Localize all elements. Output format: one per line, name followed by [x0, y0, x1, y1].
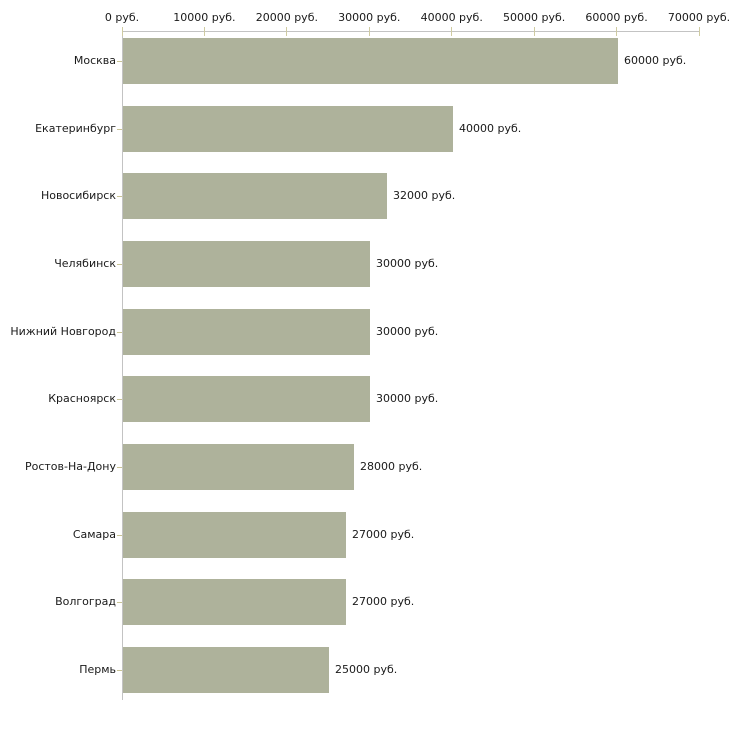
bar [123, 647, 329, 694]
category-tick [117, 670, 122, 672]
x-axis-tick [286, 27, 288, 36]
category-tick [117, 196, 122, 198]
x-axis-tick-label: 10000 руб. [173, 11, 236, 24]
category-tick [117, 331, 122, 333]
category-label: Ростов-На-Дону [24, 460, 116, 474]
category-label: Екатеринбург [35, 121, 116, 135]
bar [123, 308, 370, 355]
bar [123, 38, 618, 84]
category-tick [117, 534, 122, 536]
category-tick [117, 602, 122, 604]
bar-value-label: 32000 руб. [393, 189, 456, 203]
category-label: Челябинск [54, 257, 116, 270]
category-label: Нижний Новгород [10, 324, 116, 338]
bar [123, 105, 453, 152]
category-tick [117, 61, 122, 62]
bar [123, 241, 370, 287]
bar [123, 579, 346, 626]
bar-value-label: 40000 руб. [459, 121, 522, 135]
x-axis-line [122, 31, 700, 32]
x-axis-tick-label: 30000 руб. [338, 11, 401, 24]
category-tick [117, 399, 122, 401]
category-tick [117, 264, 122, 265]
bar [123, 376, 370, 423]
x-axis-tick-label: 40000 руб. [420, 11, 483, 24]
x-axis-tick [368, 27, 370, 36]
bar [123, 173, 387, 220]
category-label: Новосибирск [40, 189, 116, 203]
x-axis-tick-label: 50000 руб. [503, 11, 566, 24]
category-label: Волгоград [55, 595, 116, 609]
x-axis-tick [451, 27, 453, 36]
category-label: Самара [72, 527, 116, 541]
category-tick [117, 128, 122, 130]
category-label: Москва [73, 54, 116, 67]
category-label: Красноярск [48, 392, 116, 406]
bar [123, 444, 354, 491]
bar-value-label: 25000 руб. [335, 663, 398, 677]
category-tick [117, 467, 122, 469]
x-axis-tick-label: 70000 руб. [667, 11, 730, 24]
x-axis-tick [121, 27, 123, 36]
bar-value-label: 30000 руб. [376, 257, 439, 270]
x-axis-tick [203, 27, 205, 36]
bar-value-label: 60000 руб. [624, 54, 687, 67]
bar-value-label: 27000 руб. [352, 595, 415, 609]
bar-value-label: 27000 руб. [352, 527, 415, 541]
x-axis-tick-label: 60000 руб. [585, 11, 648, 24]
bar-value-label: 28000 руб. [360, 460, 423, 474]
x-axis-tick [616, 27, 618, 36]
x-axis-tick-label: 20000 руб. [255, 11, 318, 24]
bar [123, 511, 346, 558]
x-axis-tick-label: 0 руб. [104, 11, 140, 24]
bar-value-label: 30000 руб. [376, 324, 439, 338]
category-label: Пермь [79, 663, 116, 677]
y-axis-line [122, 31, 123, 700]
x-axis-tick [533, 27, 535, 36]
x-axis-tick [698, 27, 700, 36]
bar-value-label: 30000 руб. [376, 392, 439, 406]
